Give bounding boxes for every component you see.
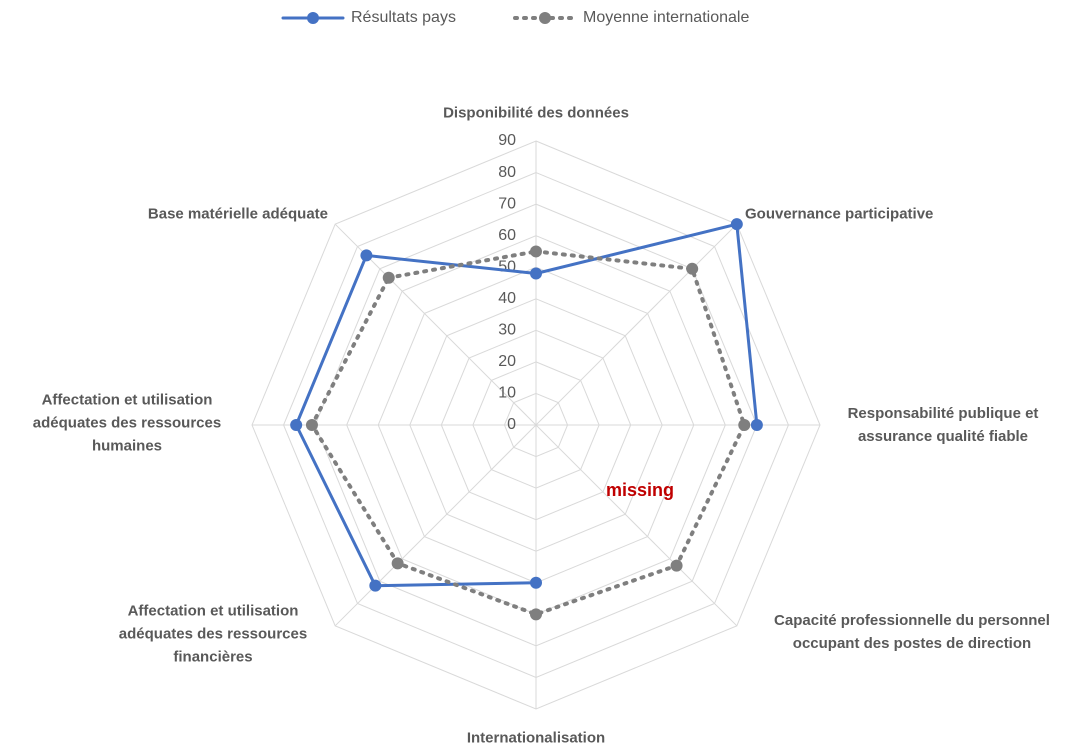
marker xyxy=(391,557,404,570)
marker xyxy=(730,218,743,231)
legend-marker xyxy=(539,12,551,24)
marker xyxy=(290,419,303,431)
y-tick-label: 60 xyxy=(498,227,516,244)
marker xyxy=(382,271,395,284)
marker xyxy=(530,608,542,621)
spoke xyxy=(535,424,738,627)
marker xyxy=(360,249,373,262)
marker xyxy=(670,559,683,572)
y-tick-label: 0 xyxy=(507,416,516,433)
marker xyxy=(686,262,699,275)
series-line xyxy=(294,222,759,588)
y-tick-label: 80 xyxy=(498,164,516,181)
series-line xyxy=(310,249,747,617)
y-tick-label: 90 xyxy=(498,132,516,149)
spoke xyxy=(334,424,537,627)
y-tick-label: 20 xyxy=(498,353,516,370)
annotation: missing xyxy=(606,480,674,500)
series-line-closure xyxy=(364,253,538,276)
legend-marker xyxy=(307,12,319,24)
marker xyxy=(530,576,542,589)
y-tick-label: 50 xyxy=(498,258,516,275)
category-label: Responsabilité publique et assurance qua… xyxy=(847,405,1039,445)
category-label: Affectation et utilisation adéquates des… xyxy=(118,602,308,666)
y-tick-label: 70 xyxy=(498,195,516,212)
marker xyxy=(738,419,751,431)
category-label: Internationalisation xyxy=(466,729,606,747)
category-label: Base matérielle adéquate xyxy=(147,205,328,223)
legend-label: Résultats pays xyxy=(351,9,456,26)
spoke xyxy=(535,223,738,426)
category-label: Affectation et utilisation adéquates des… xyxy=(32,391,222,455)
marker xyxy=(530,245,542,258)
category-label: Gouvernance participative xyxy=(745,205,934,223)
marker xyxy=(530,267,542,280)
y-tick-label: 10 xyxy=(498,385,516,402)
marker xyxy=(750,419,763,431)
marker xyxy=(305,419,318,431)
y-tick-label: 40 xyxy=(498,290,516,307)
category-label: Capacité professionnelle du personnel oc… xyxy=(774,612,1050,652)
legend-label: Moyenne internationale xyxy=(583,9,749,26)
y-tick-label: 30 xyxy=(498,322,516,339)
series-line-closure xyxy=(386,249,538,280)
category-label: Disponibilité des données xyxy=(443,104,629,122)
marker xyxy=(369,579,382,592)
